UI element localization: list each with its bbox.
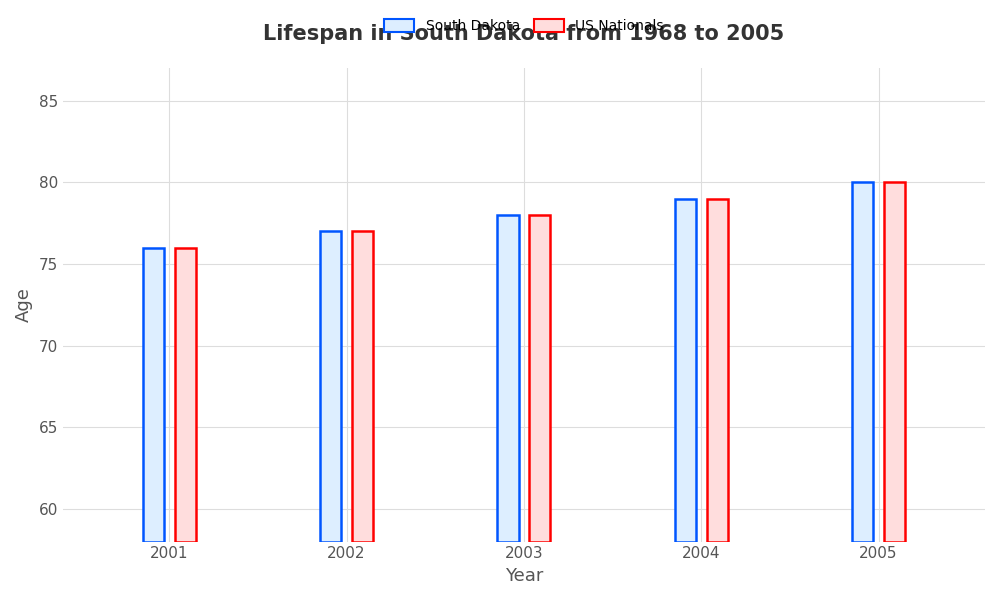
X-axis label: Year: Year (505, 567, 543, 585)
Bar (497, 215, 519, 542)
Bar (143, 248, 164, 542)
Bar (884, 182, 905, 542)
Bar (675, 199, 696, 542)
Y-axis label: Age: Age (15, 287, 33, 322)
Bar (707, 199, 728, 542)
Title: Lifespan in South Dakota from 1968 to 2005: Lifespan in South Dakota from 1968 to 20… (263, 25, 785, 44)
Legend: South Dakota, US Nationals: South Dakota, US Nationals (378, 14, 669, 38)
Bar (175, 248, 196, 542)
Bar (852, 182, 873, 542)
Bar (320, 232, 341, 542)
Bar (529, 215, 550, 542)
Bar (352, 232, 373, 542)
